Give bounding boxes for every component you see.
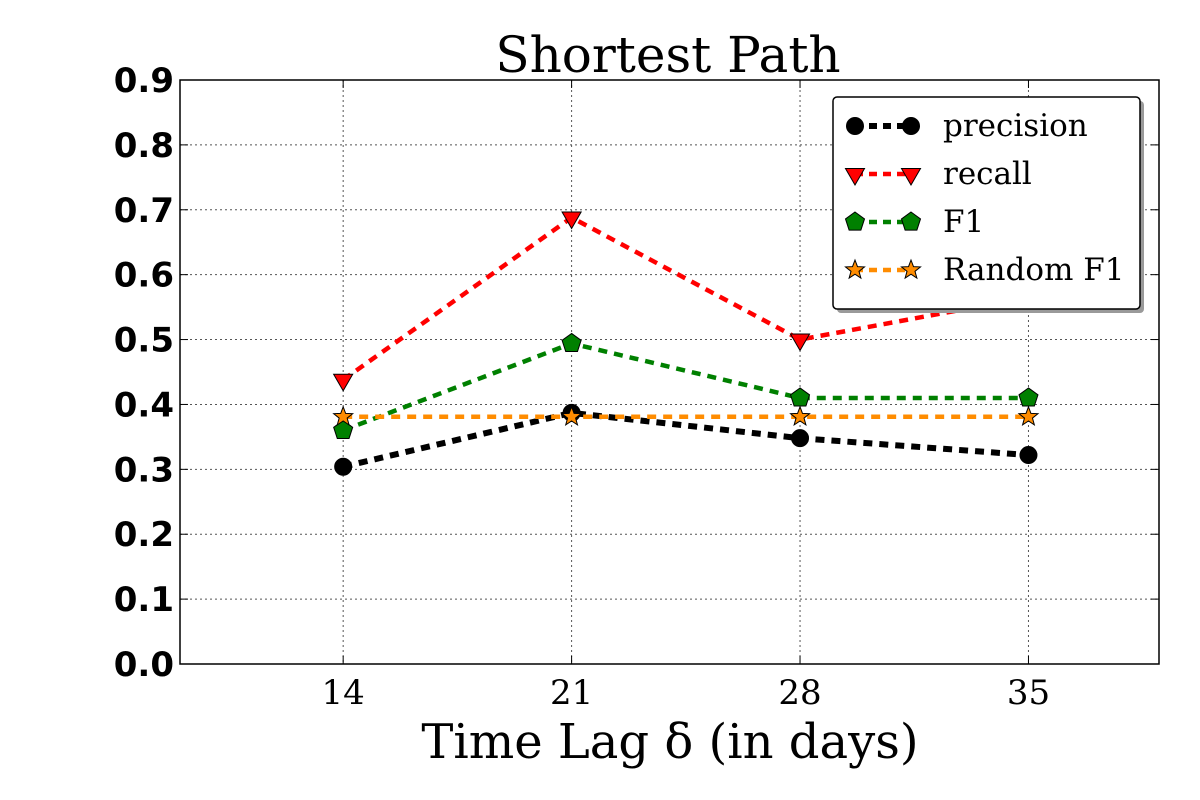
y-tick-label: 0.3 xyxy=(114,450,174,490)
legend-marker xyxy=(900,168,922,186)
legend-marker xyxy=(844,258,866,280)
data-point-marker xyxy=(789,405,811,427)
y-tick-label: 0.2 xyxy=(114,515,174,555)
legend-label: precision xyxy=(943,108,1088,144)
x-tick-label: 21 xyxy=(550,673,593,713)
data-point-marker xyxy=(1019,446,1038,465)
legend-label: recall xyxy=(943,156,1032,192)
legend-marker xyxy=(902,117,920,135)
y-tick-label: 0.6 xyxy=(114,256,174,296)
legend-marker xyxy=(844,168,866,186)
legend-marker xyxy=(900,211,922,231)
data-point-marker xyxy=(332,405,355,427)
data-point-marker xyxy=(333,419,354,439)
data-point-marker xyxy=(791,429,810,448)
legend-box xyxy=(832,96,1141,310)
series-f1 xyxy=(333,332,1039,439)
data-point-marker xyxy=(789,333,811,352)
x-tick-label: 28 xyxy=(778,673,821,713)
data-point-marker xyxy=(561,211,582,230)
legend-marker xyxy=(846,117,864,135)
data-point-marker xyxy=(560,405,583,427)
y-tick-label: 0.8 xyxy=(114,126,174,166)
legend-label: F1 xyxy=(943,204,984,240)
y-tick-label: 0.7 xyxy=(114,191,174,231)
y-tick-label: 0.9 xyxy=(114,61,174,101)
series-line xyxy=(342,341,1029,433)
chart-title: Shortest Path xyxy=(495,26,840,84)
x-axis-label: Time Lag δ (in days) xyxy=(421,714,918,770)
data-point-marker xyxy=(1017,405,1040,427)
y-tick-label: 0.5 xyxy=(114,321,174,361)
tick-layer: 0.0 0.1 0.2 0.3 0.4 0.5 0.6 0.7 0.8 0.9 14 21 28 35 xyxy=(114,61,1159,713)
legend-marker xyxy=(844,211,866,231)
data-point-marker xyxy=(561,332,582,353)
data-point-marker xyxy=(789,387,811,407)
legend-marker xyxy=(900,258,922,280)
legend-label: Random F1 xyxy=(943,252,1125,288)
data-point-marker xyxy=(334,457,353,476)
series-line xyxy=(342,409,1029,470)
y-tick-label: 0.1 xyxy=(114,580,174,620)
x-tick-label: 35 xyxy=(1007,673,1050,713)
plot-area xyxy=(179,79,1160,665)
y-tick-label: 0.4 xyxy=(114,385,174,425)
legend: precision recall F1 Random F1 xyxy=(832,96,1144,313)
x-tick-label: 14 xyxy=(322,673,365,713)
data-point-marker xyxy=(1018,387,1039,407)
series-random-f1 xyxy=(332,405,1040,427)
data-point-marker xyxy=(332,373,354,392)
y-tick-label: 0.0 xyxy=(114,645,174,685)
